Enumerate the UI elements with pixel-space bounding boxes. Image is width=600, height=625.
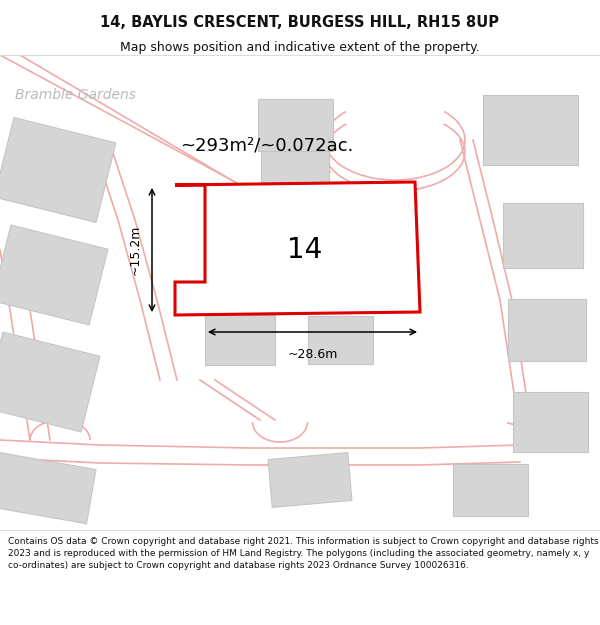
Text: ~28.6m: ~28.6m <box>287 348 338 361</box>
Polygon shape <box>508 299 586 361</box>
Text: ~15.2m: ~15.2m <box>129 225 142 275</box>
Polygon shape <box>308 316 373 364</box>
Polygon shape <box>261 151 329 193</box>
Text: ~293m²/~0.072ac.: ~293m²/~0.072ac. <box>180 136 353 154</box>
Polygon shape <box>0 332 100 432</box>
Polygon shape <box>257 99 332 151</box>
Text: Contains OS data © Crown copyright and database right 2021. This information is : Contains OS data © Crown copyright and d… <box>8 537 598 570</box>
Polygon shape <box>0 452 96 524</box>
Text: Bramble Gardens: Bramble Gardens <box>15 88 136 102</box>
Polygon shape <box>452 464 527 516</box>
Polygon shape <box>0 225 108 325</box>
Text: 14, BAYLIS CRESCENT, BURGESS HILL, RH15 8UP: 14, BAYLIS CRESCENT, BURGESS HILL, RH15 … <box>101 16 499 31</box>
Text: Map shows position and indicative extent of the property.: Map shows position and indicative extent… <box>120 41 480 54</box>
Polygon shape <box>268 452 352 508</box>
Polygon shape <box>0 118 116 222</box>
Polygon shape <box>512 392 587 452</box>
Polygon shape <box>175 182 420 315</box>
Polygon shape <box>205 315 275 365</box>
Text: 14: 14 <box>287 236 323 264</box>
Polygon shape <box>503 202 583 268</box>
Polygon shape <box>482 95 577 165</box>
